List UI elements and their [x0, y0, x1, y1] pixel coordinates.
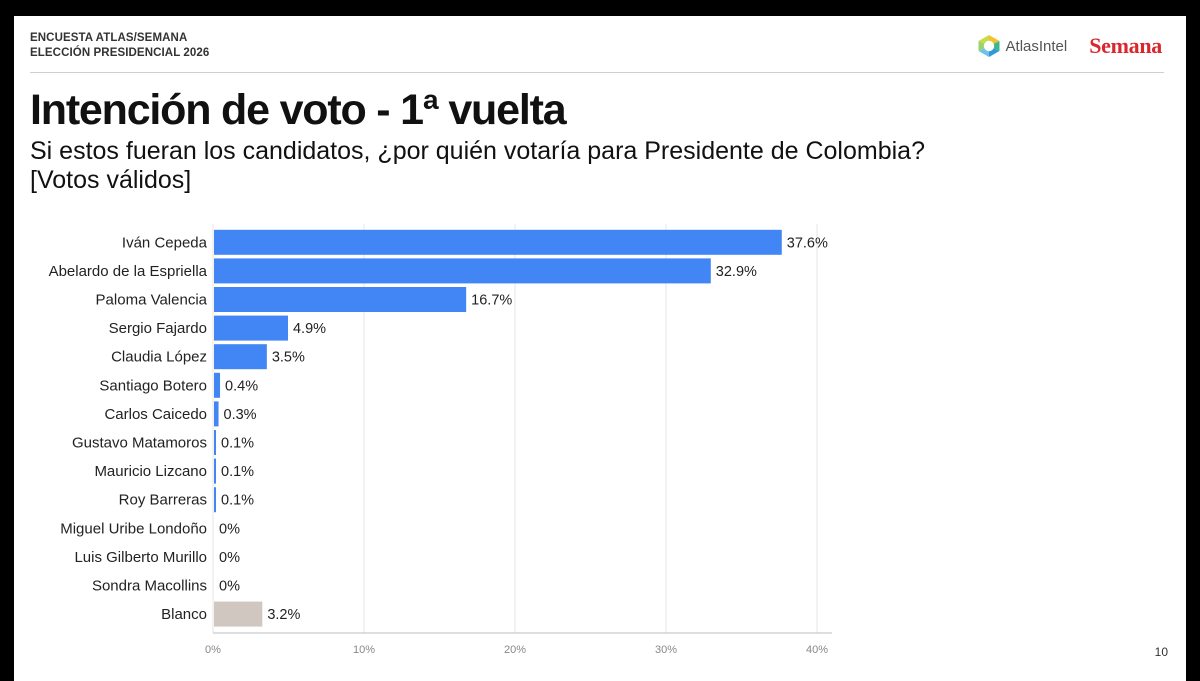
- category-label: Luis Gilberto Murillo: [74, 549, 207, 566]
- bar: [214, 487, 216, 513]
- x-tick-label: 30%: [655, 644, 677, 656]
- chart-subtitle-line-2: [Votos válidos]: [30, 166, 192, 194]
- category-label: Abelardo de la Espriella: [49, 263, 208, 280]
- value-label: 0.1%: [221, 436, 254, 452]
- category-label: Santiago Botero: [99, 377, 207, 394]
- bar: [214, 287, 467, 312]
- atlasintel-logo-text: AtlasIntel: [1005, 37, 1068, 55]
- chart-subtitle-line-1: Si estos fueran los candidatos, ¿por qui…: [30, 137, 925, 165]
- bar-chart: 0% 10% 20% 30% 40% Iván Cepeda 37.6% Abelardo d…: [49, 224, 832, 656]
- category-label: Gustavo Matamoros: [72, 435, 207, 452]
- bar: [214, 401, 219, 427]
- category-label: Iván Cepeda: [122, 234, 208, 251]
- bar: [214, 315, 288, 341]
- bar: [214, 344, 267, 370]
- survey-line-1: ENCUESTA ATLAS/SEMANA: [30, 32, 188, 44]
- bar: [214, 258, 711, 284]
- bar: [214, 430, 216, 455]
- category-label: Mauricio Lizcano: [94, 463, 207, 480]
- chart-subtitle: Si estos fueran los candidatos, ¿por qui…: [30, 137, 925, 195]
- value-label: 4.9%: [293, 321, 326, 337]
- category-label: Roy Barreras: [119, 492, 207, 509]
- value-label: 0%: [219, 579, 240, 595]
- page-number: 10: [1154, 645, 1168, 659]
- value-label: 0.4%: [225, 378, 258, 394]
- value-label: 0%: [219, 521, 240, 537]
- category-label: Claudia López: [111, 349, 207, 366]
- category-label: Sondra Macollins: [92, 578, 207, 595]
- value-label: 3.2%: [267, 607, 300, 623]
- value-label: 3.5%: [272, 350, 305, 366]
- x-tick-label: 0%: [205, 644, 221, 656]
- x-tick-label: 40%: [806, 644, 828, 656]
- bar: [214, 601, 263, 627]
- x-tick-label: 20%: [504, 644, 526, 656]
- value-label: 0.1%: [221, 464, 254, 480]
- category-label: Miguel Uribe Londoño: [60, 520, 207, 537]
- category-label: Paloma Valencia: [96, 292, 208, 309]
- category-label: Carlos Caicedo: [104, 406, 207, 423]
- category-label: Blanco: [161, 606, 207, 623]
- survey-line-2: ELECCIÓN PRESIDENCIAL 2026: [30, 47, 210, 59]
- atlasintel-icon: [978, 35, 1000, 57]
- atlasintel-logo: AtlasIntel: [977, 34, 1068, 58]
- value-label: 32.9%: [716, 264, 757, 280]
- bar: [214, 458, 216, 484]
- value-label: 0.3%: [224, 407, 257, 423]
- category-label: Sergio Fajardo: [109, 320, 207, 337]
- value-label: 0%: [219, 550, 240, 566]
- survey-label: ENCUESTA ATLAS/SEMANA ELECCIÓN PRESIDENC…: [30, 31, 209, 61]
- bar: [214, 372, 221, 398]
- logos: AtlasIntel Semana: [977, 32, 1162, 60]
- semana-logo: Semana: [1089, 33, 1162, 58]
- value-label: 16.7%: [471, 293, 512, 309]
- x-tick-label: 10%: [353, 644, 375, 656]
- chart-title: Intención de voto - 1ª vuelta: [30, 86, 567, 134]
- slide: ENCUESTA ATLAS/SEMANA ELECCIÓN PRESIDENC…: [14, 16, 1186, 681]
- bar: [214, 229, 782, 255]
- header-divider: [30, 72, 1164, 73]
- value-label: 0.1%: [221, 493, 254, 509]
- value-label: 37.6%: [787, 235, 828, 251]
